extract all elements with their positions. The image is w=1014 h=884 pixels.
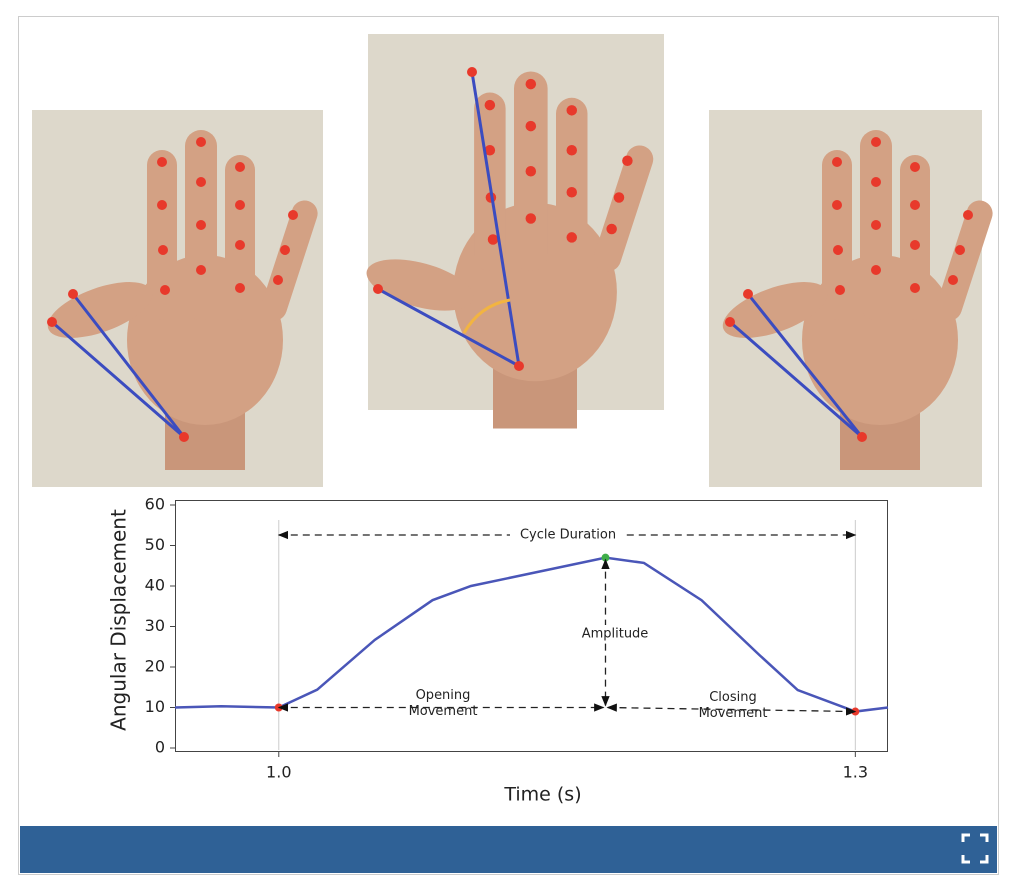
annotation: Closing Movement	[698, 690, 768, 721]
line	[174, 556, 889, 713]
annotation-arrow	[606, 703, 857, 716]
annotation: Cycle Duration	[520, 528, 616, 543]
label-bg	[510, 526, 625, 544]
y-axis-label: Angular Displacement	[107, 509, 131, 731]
y-tick-label: 20	[145, 657, 165, 676]
fullscreen-button[interactable]	[961, 833, 989, 864]
x-tick-label: 1.3	[843, 763, 868, 782]
x-axis-label: Time (s)	[503, 784, 581, 806]
plot-frame	[175, 500, 888, 752]
y-tick-label: 10	[145, 697, 165, 716]
annotation: Opening Movement	[408, 688, 478, 719]
y-tick-label: 0	[155, 738, 165, 757]
y-tick-label: 60	[145, 495, 165, 514]
hand-photo	[366, 34, 664, 429]
y-tick-label: 30	[145, 616, 165, 635]
label-bg	[574, 625, 656, 643]
y-tick-label: 40	[145, 576, 165, 595]
x-tick-label: 1.0	[266, 763, 291, 782]
hand-photo	[709, 110, 996, 487]
hand-photo	[32, 110, 323, 487]
toolbar	[20, 826, 997, 873]
annotation: Amplitude	[582, 627, 649, 642]
y-tick-label: 50	[145, 535, 165, 554]
